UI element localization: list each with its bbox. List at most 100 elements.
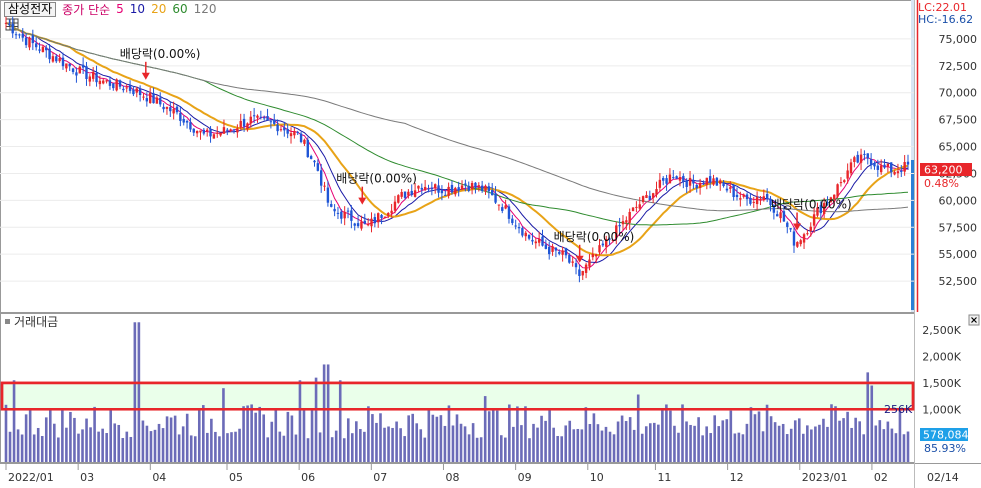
volume-bar xyxy=(294,434,298,462)
x-tick-label: 02 xyxy=(874,471,888,484)
volume-bar xyxy=(371,414,374,462)
volume-bar xyxy=(97,431,100,462)
candle xyxy=(38,49,41,51)
volume-bar xyxy=(822,418,825,462)
candle xyxy=(698,182,702,188)
x-tick-label: 10 xyxy=(590,471,604,484)
volume-bar xyxy=(93,406,96,462)
candle xyxy=(906,161,910,165)
scroll-thumb[interactable] xyxy=(911,160,914,310)
volume-bar xyxy=(491,408,495,462)
price-tick-label: 57,500 xyxy=(939,221,978,234)
candle xyxy=(24,37,28,46)
candle xyxy=(712,178,715,185)
volume-bar xyxy=(435,416,439,462)
candle xyxy=(544,244,548,249)
volume-bar xyxy=(906,431,910,462)
hc-text: HC:-16.62 xyxy=(918,13,973,26)
volume-title: 거래대금 xyxy=(14,315,58,329)
volume-bar xyxy=(536,427,539,462)
volume-bar xyxy=(741,434,745,462)
volume-bar xyxy=(145,425,149,462)
candle xyxy=(896,171,900,174)
close-pane-icon[interactable] xyxy=(968,314,980,326)
candle xyxy=(363,220,366,224)
volume-bar xyxy=(753,414,757,462)
candle xyxy=(829,197,833,203)
volume-bar xyxy=(137,322,141,462)
candle xyxy=(229,129,232,131)
candle xyxy=(4,22,8,24)
volume-bar xyxy=(564,425,568,462)
volume-bar xyxy=(439,415,443,462)
volume-bar xyxy=(411,413,415,462)
volume-bar xyxy=(701,435,704,462)
volume-bar xyxy=(197,408,201,462)
volume-bar xyxy=(387,426,390,462)
candle xyxy=(226,129,229,131)
volume-bar xyxy=(673,425,676,462)
candle xyxy=(524,232,527,237)
candle xyxy=(672,177,675,179)
scroll-track[interactable] xyxy=(911,0,914,312)
price-tick-label: 72,500 xyxy=(939,60,978,73)
lc-text: LC:22.01 xyxy=(918,1,967,14)
candle xyxy=(222,127,226,134)
candle xyxy=(155,97,159,104)
ma-legend-10: 10 xyxy=(129,2,146,16)
volume-bar xyxy=(657,424,660,462)
ma-legend-label: 종가 단순 xyxy=(62,2,111,17)
volume-bar xyxy=(334,430,338,462)
candle xyxy=(413,190,417,197)
volume-bar xyxy=(395,421,398,462)
volume-bar xyxy=(495,410,499,462)
candle xyxy=(370,218,373,227)
volume-bar xyxy=(878,420,882,462)
candle xyxy=(789,228,792,230)
candle xyxy=(434,184,437,189)
x-tick-label: 06 xyxy=(301,471,315,484)
volume-bar xyxy=(234,431,237,462)
volume-bar xyxy=(632,429,636,462)
stock-name-tag[interactable]: 삼성전자 xyxy=(4,1,57,17)
candle xyxy=(68,63,71,67)
volume-bar xyxy=(77,433,80,462)
volume-bar xyxy=(870,385,874,462)
volume-bar xyxy=(749,407,753,462)
volume-bar xyxy=(487,411,491,462)
candle xyxy=(148,92,152,104)
volume-bar xyxy=(165,416,169,462)
volume-bar xyxy=(580,429,584,462)
candle xyxy=(507,206,511,219)
volume-bar xyxy=(665,404,668,462)
volume-bar xyxy=(874,425,878,462)
dividend-arrow-head xyxy=(141,72,150,80)
volume-bar xyxy=(383,427,386,462)
volume-bar xyxy=(802,433,805,462)
volume-bar xyxy=(866,372,870,462)
x-date-label: 02/14 xyxy=(927,471,959,484)
candle xyxy=(239,120,242,128)
volume-bar xyxy=(173,415,177,462)
candle xyxy=(900,170,903,173)
candle xyxy=(262,117,266,119)
volume-tick-label: 1,500K xyxy=(922,377,961,390)
volume-bar xyxy=(322,364,326,462)
volume-bar xyxy=(69,411,72,462)
candle xyxy=(383,216,387,218)
candle xyxy=(903,162,906,172)
candle xyxy=(517,227,521,229)
volume-bar xyxy=(471,423,475,462)
candle xyxy=(480,185,484,191)
candle xyxy=(105,80,108,82)
volume-bar xyxy=(806,425,809,462)
candle xyxy=(387,213,390,216)
candle xyxy=(98,80,102,85)
volume-bar xyxy=(36,427,40,462)
candle xyxy=(343,211,346,219)
volume-bar xyxy=(818,424,821,462)
volume-bar xyxy=(157,423,161,462)
volume-pane-icon xyxy=(5,319,10,324)
volume-bar xyxy=(133,322,137,462)
